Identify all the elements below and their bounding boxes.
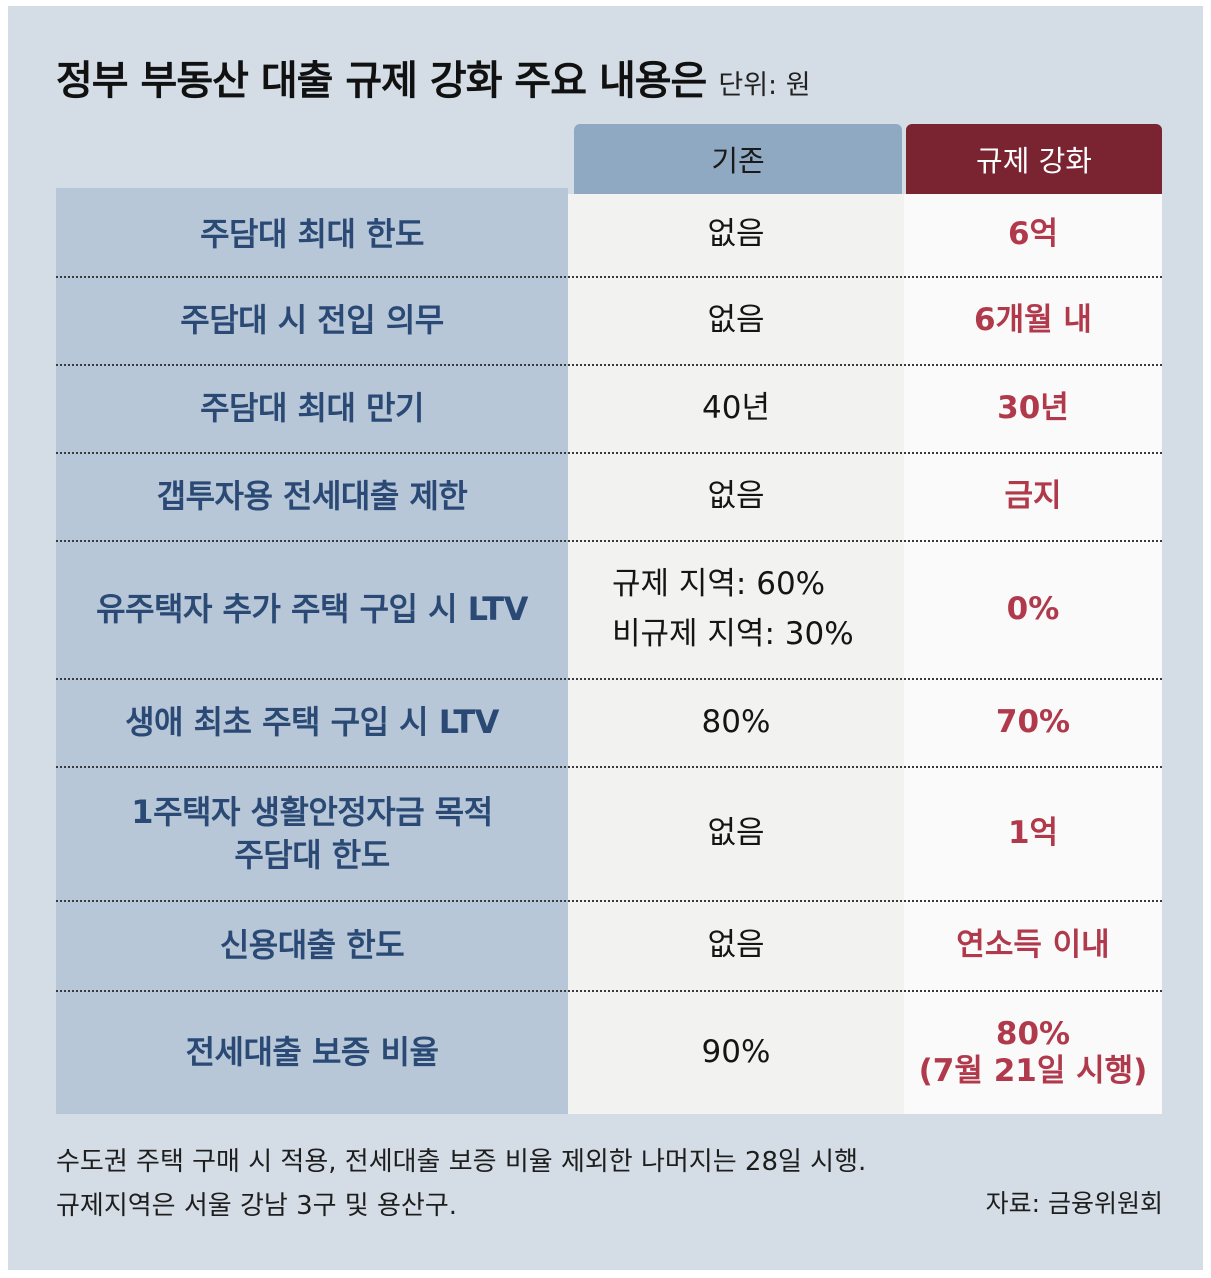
row-new: 80% (7월 21일 시행) — [904, 992, 1162, 1114]
table-row: 신용대출 한도 없음 연소득 이내 — [56, 902, 1162, 990]
table-row: 유주택자 추가 주택 구입 시 LTV 규제 지역: 60% 비규제 지역: 3… — [56, 542, 1162, 678]
footnote-line: 규제지역은 서울 강남 3구 및 용산구. — [56, 1191, 458, 1221]
row-current-line: 규제 지역: 60% — [612, 566, 826, 603]
row-label: 주담대 최대 한도 — [200, 215, 424, 254]
footnote-line: 수도권 주택 구매 시 적용, 전세대출 보증 비율 제외한 나머지는 28일 … — [56, 1147, 867, 1177]
header-current: 기존 — [574, 124, 902, 194]
row-current: 80% — [701, 704, 771, 741]
row-current: 40년 — [702, 390, 770, 427]
row-label: 유주택자 추가 주택 구입 시 LTV — [96, 590, 528, 629]
row-divider — [56, 990, 1162, 992]
row-label: 갭투자용 전세대출 제한 — [156, 477, 468, 516]
row-new: 0% — [1006, 591, 1060, 628]
row-label: 전세대출 보증 비율 — [185, 1033, 439, 1072]
table-row: 주담대 시 전입 의무 없음 6개월 내 — [56, 278, 1162, 364]
row-label-line: 1주택자 생활안정자금 목적 — [131, 792, 493, 831]
current-column-bg — [568, 194, 904, 1114]
table-row: 생애 최초 주택 구입 시 LTV 80% 70% — [56, 680, 1162, 766]
unit-label: 단위: 원 — [718, 70, 811, 101]
row-new: 6개월 내 — [974, 302, 1092, 339]
row-new: 금지 — [1004, 478, 1062, 515]
row-label: 신용대출 한도 — [219, 926, 405, 965]
source-credit: 자료: 금융위원회 — [985, 1189, 1163, 1218]
row-divider — [56, 678, 1162, 680]
row-divider — [56, 452, 1162, 454]
row-new: 6억 — [1007, 216, 1059, 253]
new-column-bg — [904, 194, 1162, 1114]
row-new: 1억 — [1007, 815, 1059, 852]
table-row: 갭투자용 전세대출 제한 없음 금지 — [56, 454, 1162, 540]
table-row: 주담대 최대 만기 40년 30년 — [56, 366, 1162, 452]
row-current-line: 비규제 지역: 30% — [612, 616, 854, 652]
row-current: 없음 — [707, 815, 765, 852]
label-column-bg — [56, 188, 568, 1114]
row-label: 주담대 최대 만기 — [200, 389, 424, 428]
row-label: 생애 최초 주택 구입 시 LTV — [125, 703, 499, 742]
row-new: 30년 — [997, 390, 1069, 427]
row-divider — [56, 900, 1162, 902]
header-new: 규제 강화 — [906, 124, 1162, 194]
row-current: 없음 — [707, 216, 765, 253]
row-divider — [56, 364, 1162, 366]
table-row: 1주택자 생활안정자금 목적 주담대 한도 없음 1억 — [56, 768, 1162, 900]
table-row: 주담대 최대 한도 없음 6억 — [56, 194, 1162, 276]
row-label: 주담대 시 전입 의무 — [180, 301, 444, 340]
row-current: 없음 — [707, 927, 765, 964]
row-new-line: 80% — [995, 1015, 1071, 1052]
row-new: 70% — [995, 704, 1071, 741]
footnotes: 수도권 주택 구매 시 적용, 전세대출 보증 비율 제외한 나머지는 28일 … — [56, 1140, 1162, 1228]
row-current: 90% — [701, 1034, 771, 1071]
row-label-line: 주담대 한도 — [234, 836, 390, 874]
row-current: 없음 — [707, 478, 765, 515]
table-row: 전세대출 보증 비율 90% 80% (7월 21일 시행) — [56, 992, 1162, 1114]
row-current: 없음 — [707, 302, 765, 339]
row-divider — [56, 540, 1162, 542]
row-divider — [56, 276, 1162, 278]
row-new-line: (7월 21일 시행) — [918, 1053, 1148, 1089]
row-new: 연소득 이내 — [956, 927, 1110, 964]
title-block: 정부 부동산 대출 규제 강화 주요 내용은 단위: 원 — [56, 48, 811, 118]
row-current: 규제 지역: 60% 비규제 지역: 30% — [568, 542, 904, 678]
row-divider — [56, 766, 1162, 768]
page-title: 정부 부동산 대출 규제 강화 주요 내용은 — [56, 58, 707, 104]
row-label: 1주택자 생활안정자금 목적 주담대 한도 — [56, 768, 568, 900]
